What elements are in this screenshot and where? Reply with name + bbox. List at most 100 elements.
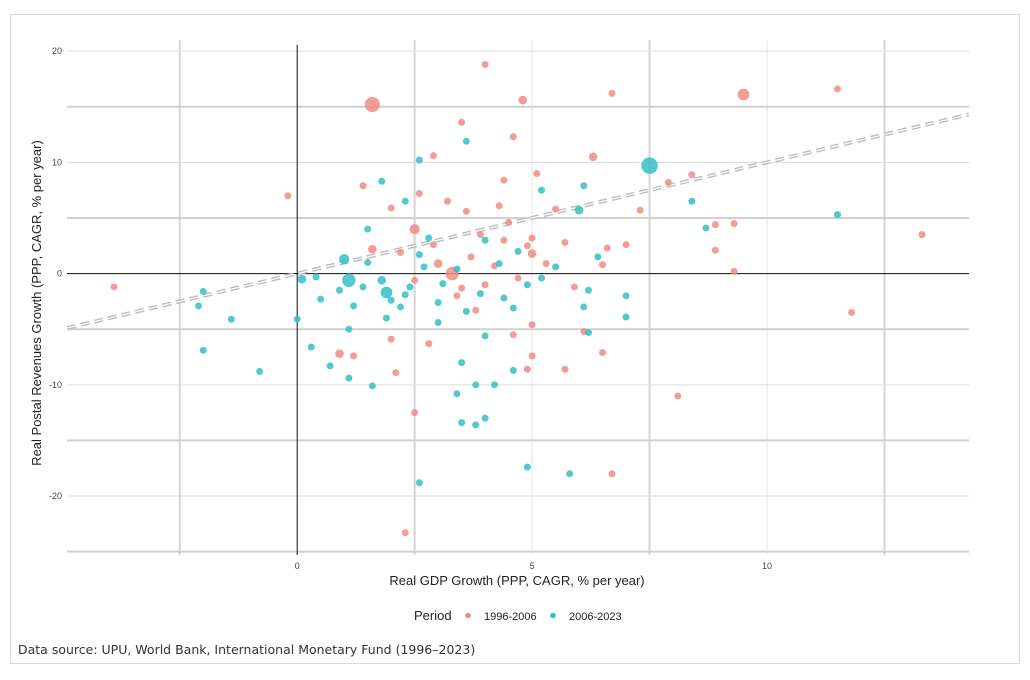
point-1996-2006 (411, 276, 419, 284)
point-2006-2023 (434, 299, 442, 307)
point-2006-2023 (458, 419, 466, 427)
point-1996-2006 (467, 253, 475, 261)
reference-line (66, 112, 970, 331)
point-2006-2023 (641, 157, 658, 174)
point-2006-2023 (345, 325, 353, 333)
point-1996-2006 (528, 352, 536, 360)
point-1996-2006 (552, 205, 560, 213)
point-2006-2023 (312, 273, 320, 281)
point-1996-2006 (688, 171, 696, 179)
point-2006-2023 (335, 286, 343, 294)
point-1996-2006 (500, 236, 508, 244)
point-2006-2023 (481, 236, 489, 244)
point-2006-2023 (509, 366, 517, 374)
point-2006-2023 (537, 274, 545, 282)
point-1996-2006 (462, 207, 470, 215)
point-1996-2006 (509, 133, 517, 141)
point-1996-2006 (481, 60, 489, 68)
point-1996-2006 (387, 204, 395, 212)
point-1996-2006 (603, 244, 611, 252)
point-1996-2006 (588, 152, 598, 162)
point-2006-2023 (297, 274, 307, 284)
point-2006-2023 (345, 374, 353, 382)
point-1996-2006 (570, 283, 578, 291)
point-2006-2023 (523, 281, 531, 289)
point-2006-2023 (462, 307, 470, 315)
point-2006-2023 (364, 258, 372, 266)
point-2006-2023 (317, 295, 325, 303)
point-1996-2006 (523, 242, 531, 250)
legend-label-2006-2023: 2006-2023 (569, 611, 622, 623)
point-1996-2006 (472, 306, 480, 314)
point-1996-2006 (636, 206, 644, 214)
y-tick-label: 0 (57, 269, 62, 279)
point-2006-2023 (702, 224, 710, 232)
point-1996-2006 (495, 202, 503, 210)
point-1996-2006 (425, 340, 433, 348)
point-2006-2023 (364, 225, 372, 233)
point-1996-2006 (409, 223, 420, 235)
point-1996-2006 (476, 231, 484, 239)
point-2006-2023 (382, 314, 390, 322)
point-2006-2023 (514, 247, 522, 255)
point-1996-2006 (514, 274, 522, 282)
point-2006-2023 (439, 280, 447, 288)
point-2006-2023 (195, 302, 203, 310)
point-1996-2006 (387, 335, 395, 343)
point-2006-2023 (500, 294, 508, 302)
point-1996-2006 (350, 352, 358, 360)
point-1996-2006 (444, 197, 452, 205)
point-1996-2006 (335, 349, 344, 358)
point-2006-2023 (453, 390, 461, 398)
point-1996-2006 (608, 89, 616, 97)
point-1996-2006 (110, 283, 118, 291)
point-1996-2006 (429, 152, 437, 160)
point-2006-2023 (584, 286, 592, 294)
point-1996-2006 (608, 470, 616, 478)
point-1996-2006 (500, 176, 508, 184)
point-2006-2023 (495, 260, 503, 268)
point-2006-2023 (377, 275, 387, 285)
legend: Period 1996-2006 2006-2023 (414, 608, 622, 623)
point-2006-2023 (307, 343, 315, 351)
point-1996-2006 (528, 234, 536, 242)
point-2006-2023 (453, 265, 461, 273)
point-2006-2023 (256, 367, 264, 375)
point-2006-2023 (415, 479, 423, 487)
point-1996-2006 (397, 248, 405, 256)
y-axis-label: Real Postal Revenues Growth (PPP, CAGR, … (29, 140, 44, 466)
point-2006-2023 (380, 286, 393, 299)
legend-swatch-2006-2023 (550, 612, 556, 619)
point-2006-2023 (339, 254, 350, 265)
y-tick-label: 10 (52, 157, 62, 167)
point-2006-2023 (397, 303, 405, 311)
point-1996-2006 (453, 292, 461, 300)
point-2006-2023 (472, 381, 480, 389)
point-1996-2006 (918, 231, 926, 239)
point-1996-2006 (737, 88, 750, 101)
point-2006-2023 (537, 186, 545, 194)
point-2006-2023 (622, 313, 630, 321)
data-source-caption: Data source: UPU, World Bank, Internatio… (18, 642, 476, 657)
y-tick-label: -20 (49, 491, 62, 501)
point-1996-2006 (284, 192, 292, 200)
point-2006-2023 (580, 182, 588, 190)
point-1996-2006 (674, 392, 682, 400)
point-2006-2023 (688, 197, 696, 205)
reference-line-inner (66, 113, 970, 329)
point-2006-2023 (472, 421, 480, 429)
point-1996-2006 (599, 349, 607, 357)
point-1996-2006 (622, 241, 630, 249)
point-2006-2023 (425, 234, 433, 242)
point-2006-2023 (415, 156, 423, 164)
gridlines (67, 40, 969, 555)
x-tick-label: 10 (762, 561, 772, 571)
legend-swatch-1996-2006 (465, 612, 471, 619)
point-1996-2006 (599, 261, 607, 269)
tick-labels: 0 5 10 -20 -10 0 10 20 (49, 46, 772, 571)
point-2006-2023 (326, 362, 334, 370)
point-2006-2023 (552, 263, 560, 271)
point-1996-2006 (523, 365, 531, 373)
point-2006-2023 (833, 211, 841, 219)
